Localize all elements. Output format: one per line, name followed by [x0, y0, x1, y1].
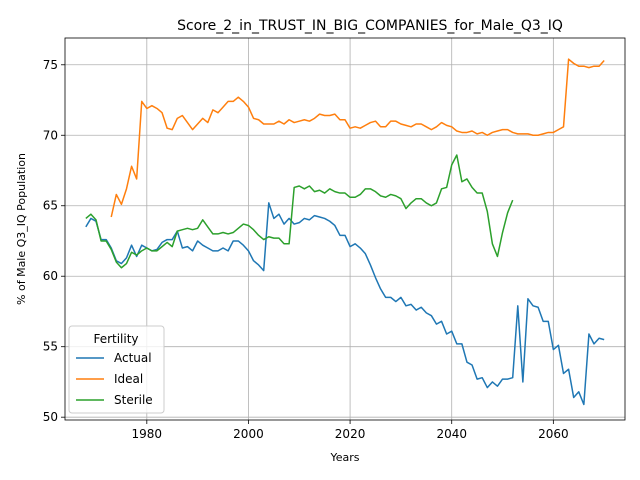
legend-label-sterile: Sterile	[114, 393, 153, 407]
axis-ticks: 1980 2000 2020 2040 2060 50 55 60 65 70 75	[43, 58, 569, 441]
chart-title: Score_2_in_TRUST_IN_BIG_COMPANIES_for_Ma…	[177, 18, 563, 34]
x-tick-label: 1980	[132, 427, 163, 441]
series-line-ideal	[110, 58, 605, 218]
series-lines	[85, 58, 605, 406]
legend-title: Fertility	[93, 332, 138, 346]
legend-label-actual: Actual	[114, 351, 152, 365]
y-tick-label: 75	[43, 58, 58, 72]
y-tick-label: 65	[43, 199, 58, 213]
legend-frame	[68, 325, 165, 414]
legend: Fertility Actual Ideal Sterile	[68, 325, 165, 414]
x-axis-title: Years	[329, 451, 359, 464]
x-tick-label: 2000	[233, 427, 264, 441]
y-tick-label: 50	[43, 410, 58, 424]
series-line-actual	[85, 202, 605, 406]
x-tick-label: 2060	[538, 427, 569, 441]
y-tick-label: 55	[43, 340, 58, 354]
y-axis-title: % of Male Q3_IQ Population	[15, 153, 28, 305]
series-line-sterile	[85, 154, 514, 269]
x-tick-label: 2020	[335, 427, 366, 441]
y-tick-label: 70	[43, 128, 58, 142]
x-tick-label: 2040	[436, 427, 467, 441]
plot-area-frame	[64, 37, 626, 421]
legend-label-ideal: Ideal	[114, 372, 143, 386]
y-tick-label: 60	[43, 269, 58, 283]
